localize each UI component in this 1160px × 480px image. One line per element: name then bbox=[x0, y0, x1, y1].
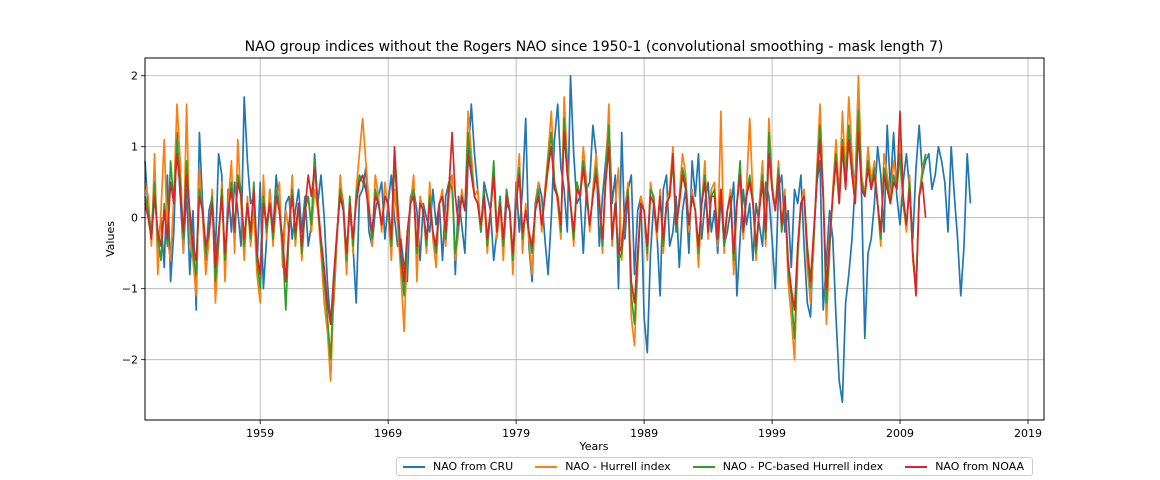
legend-swatch-cru bbox=[403, 465, 425, 468]
chart-title: NAO group indices without the Rogers NAO… bbox=[245, 39, 944, 55]
series-line-noaa bbox=[144, 110, 927, 326]
y-tick-label: 2 bbox=[131, 70, 138, 83]
y-tick-label: −1 bbox=[122, 283, 138, 296]
x-tick-label: 1999 bbox=[758, 427, 786, 440]
x-tick-label: 1959 bbox=[246, 427, 274, 440]
legend-swatch-pc-hurrell bbox=[692, 465, 715, 468]
legend-swatch-hurrell bbox=[535, 465, 558, 468]
y-axis: −2 −1 0 1 2 bbox=[122, 70, 145, 367]
x-tick-label: 2009 bbox=[886, 427, 914, 440]
legend: NAO from CRU NAO - Hurrell index NAO - P… bbox=[396, 457, 1034, 476]
legend-item-hurrell: NAO - Hurrell index bbox=[535, 460, 671, 473]
plot-frame bbox=[144, 57, 1045, 421]
x-axis-label: Years bbox=[578, 440, 608, 453]
series-layer bbox=[144, 74, 972, 404]
legend-label-pc-hurrell: NAO - PC-based Hurrell index bbox=[722, 460, 884, 473]
x-axis: 1959 1969 1979 1989 1999 2009 2019 bbox=[246, 420, 1042, 440]
legend-label-cru: NAO from CRU bbox=[433, 460, 514, 473]
legend-swatch-noaa bbox=[905, 465, 928, 468]
y-tick-label: 0 bbox=[131, 212, 138, 225]
y-tick-label: −2 bbox=[122, 354, 138, 367]
legend-item-noaa: NAO from NOAA bbox=[905, 460, 1024, 473]
legend-label-hurrell: NAO - Hurrell index bbox=[565, 460, 671, 473]
y-axis-label: Values bbox=[104, 221, 117, 257]
y-tick-label: 1 bbox=[131, 141, 138, 154]
x-tick-label: 1969 bbox=[374, 427, 402, 440]
x-tick-label: 2019 bbox=[1014, 427, 1042, 440]
series-line-cru bbox=[144, 74, 972, 404]
legend-label-noaa: NAO from NOAA bbox=[935, 460, 1025, 473]
x-tick-label: 1989 bbox=[630, 427, 658, 440]
grid bbox=[145, 58, 1044, 420]
legend-item-cru: NAO from CRU bbox=[403, 460, 513, 473]
legend-item-pc-hurrell: NAO - PC-based Hurrell index bbox=[692, 460, 884, 473]
x-tick-label: 1979 bbox=[502, 427, 530, 440]
